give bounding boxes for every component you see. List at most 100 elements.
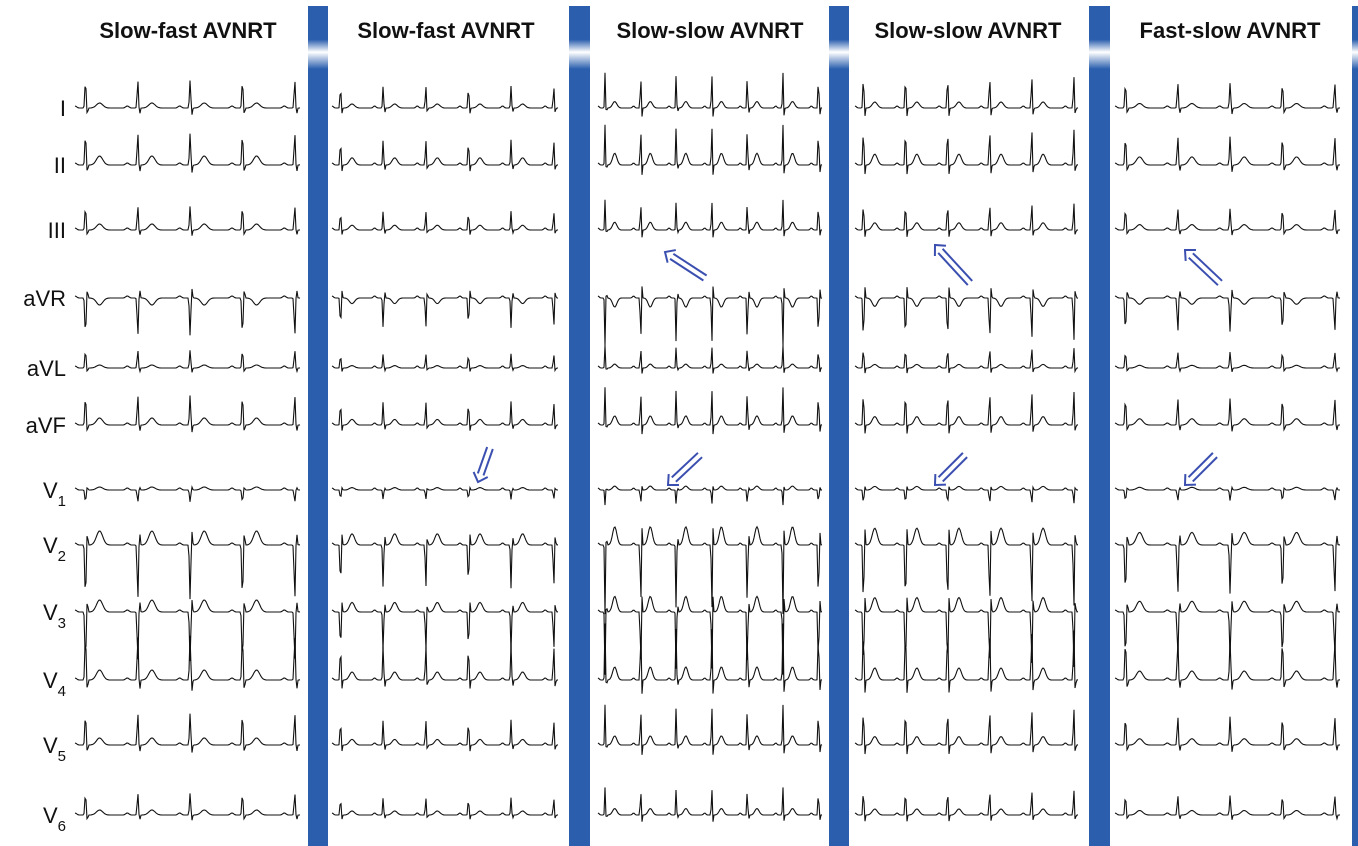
lead-subscript: 4 [58, 683, 66, 700]
arrow [1183, 452, 1218, 487]
ecg-trace [74, 206, 301, 237]
ecg-trace [597, 595, 823, 675]
ecg-trace [854, 596, 1079, 668]
ecg-trace [597, 124, 823, 175]
arrow-shaft [937, 452, 964, 478]
lead-name: V [43, 668, 58, 693]
panel-title: Slow-slow AVNRT [875, 18, 1063, 43]
panel-title: Slow-fast AVNRT [99, 18, 277, 43]
separator-bar [829, 6, 849, 846]
lead-name: I [60, 96, 66, 121]
ecg-trace [1114, 398, 1341, 432]
arrow [472, 446, 494, 484]
lead-name: V [43, 533, 58, 558]
arrow-shaft [669, 258, 704, 282]
ecg-trace [597, 787, 823, 822]
ecg-trace [331, 644, 559, 689]
lead-name: aVF [26, 413, 66, 438]
lead-subscript: 5 [58, 748, 66, 765]
lead-subscript: 2 [58, 548, 66, 565]
ecg-trace [74, 395, 301, 433]
ecg-trace [854, 391, 1079, 434]
ecg-trace [597, 345, 823, 374]
arrow-shaft [476, 446, 489, 474]
ecg-trace [1114, 795, 1341, 821]
ecg-trace [854, 527, 1079, 606]
ecg-trace [597, 485, 823, 506]
separator-bar [1089, 6, 1110, 846]
arrow-shaft [942, 456, 968, 483]
arrow-head [1183, 248, 1196, 262]
lead-label: V2 [43, 533, 66, 565]
ecg-trace [1114, 531, 1341, 594]
ecg-trace [331, 211, 559, 236]
ecg-trace [74, 288, 301, 336]
ecg-trace [331, 353, 558, 373]
ecg-trace [1114, 716, 1341, 752]
lead-label: aVR [23, 286, 66, 311]
ecg-trace [597, 286, 823, 346]
arrow-head [663, 249, 676, 263]
panel-title: Slow-fast AVNRT [357, 18, 535, 43]
arrow-shaft [482, 448, 494, 476]
ecg-trace [331, 719, 559, 752]
ecg-trace [597, 704, 823, 755]
arrow [666, 452, 703, 486]
ecg-trace [331, 401, 559, 431]
lead-name: V [43, 478, 58, 503]
ecg-trace [854, 630, 1079, 693]
lead-label: III [48, 218, 66, 243]
separator-bar [1352, 6, 1358, 846]
lead-name: V [43, 600, 58, 625]
arrow-shaft [941, 248, 973, 282]
ecg-trace [854, 129, 1079, 175]
arrow-shaft [1192, 456, 1218, 483]
arrow-head [933, 474, 946, 487]
ecg-trace [1114, 208, 1341, 236]
ecg-trace [1114, 136, 1340, 172]
arrow [933, 452, 968, 487]
ecg-trace [1114, 485, 1340, 501]
ecg-trace [1114, 289, 1341, 332]
ecg-trace [854, 790, 1079, 822]
arrow-shaft [1188, 256, 1219, 286]
ecg-trace [74, 793, 301, 821]
lead-subscript: 3 [58, 615, 66, 632]
ecg-trace [1114, 600, 1341, 657]
ecg-trace [74, 350, 301, 374]
ecg-trace [597, 623, 823, 694]
arrow-shaft [675, 456, 703, 483]
lead-label: V4 [43, 668, 66, 700]
ecg-trace [74, 133, 301, 173]
arrow-shaft [1192, 252, 1223, 282]
lead-label: II [54, 153, 66, 178]
ecg-trace [597, 387, 823, 435]
ecg-trace [331, 485, 558, 500]
arrow-head [472, 471, 489, 484]
lead-name: II [54, 153, 66, 178]
ecg-trace [74, 80, 301, 115]
ecg-trace [74, 599, 301, 662]
ecg-trace [597, 199, 823, 238]
lead-label: V1 [43, 478, 66, 510]
ecg-trace [74, 530, 301, 600]
arrow-shaft [937, 252, 969, 286]
ecg-trace [331, 533, 559, 589]
separator-bar [569, 6, 590, 846]
ecg-trace [74, 713, 301, 753]
ecg-trace [1114, 640, 1341, 690]
lead-subscript: 6 [58, 818, 66, 835]
arrow-head [1183, 474, 1196, 487]
ecg-trace [597, 525, 823, 615]
lead-subscript: 1 [58, 493, 66, 510]
ecg-trace [854, 287, 1079, 340]
ecg-trace [74, 635, 301, 691]
separator-bar [308, 6, 328, 846]
ecg-trace [331, 139, 559, 172]
lead-label: I [60, 96, 66, 121]
lead-name: III [48, 218, 66, 243]
arrow [663, 249, 708, 282]
lead-label: V6 [43, 803, 66, 835]
arrow-head [933, 243, 947, 256]
